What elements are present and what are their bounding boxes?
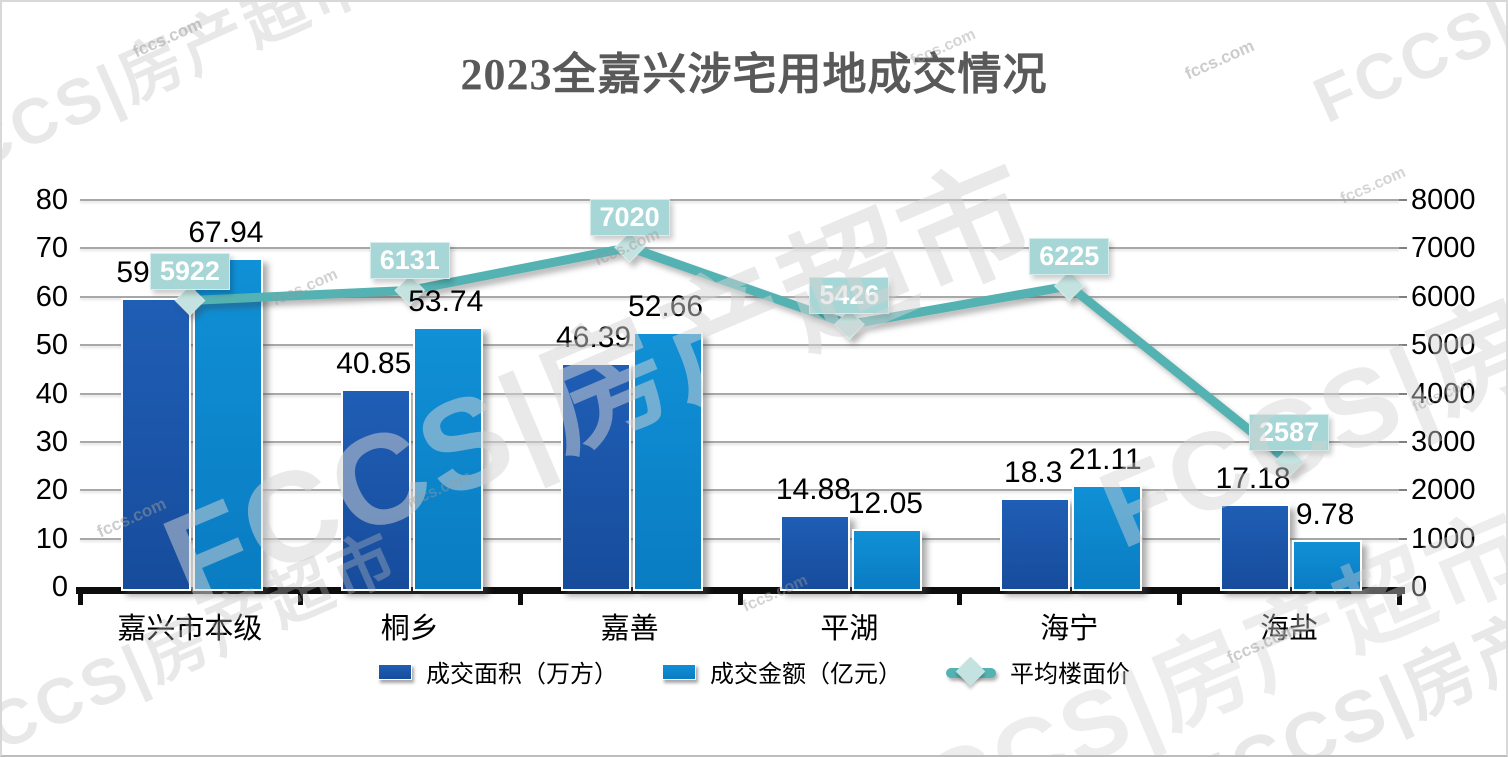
bar-1-1 <box>412 327 483 591</box>
left-axis-tick-label: 40 <box>35 377 68 410</box>
left-axis-tick-label: 70 <box>35 232 68 265</box>
gridline <box>80 247 1399 250</box>
legend-item-amount: 成交金额（亿元） <box>662 654 902 689</box>
left-axis-tick-label: 0 <box>51 571 68 603</box>
diamond-marker-icon <box>955 656 986 686</box>
right-axis-tick <box>1399 295 1407 298</box>
x-axis-tick <box>737 592 743 605</box>
right-axis-tick <box>1399 537 1407 540</box>
bar-0-2 <box>560 362 631 591</box>
category-label: 嘉善 <box>600 613 659 645</box>
legend-label-price: 平均楼面价 <box>1010 662 1130 688</box>
legend-label-amount: 成交金额（亿元） <box>710 662 902 688</box>
gridline <box>80 344 1399 347</box>
x-axis-tick <box>1397 592 1402 605</box>
gridline <box>80 489 1399 492</box>
x-axis-tick <box>1177 592 1183 605</box>
average-price-line <box>185 242 1294 467</box>
x-axis-tick <box>297 592 303 605</box>
line-marker-diamond-icon <box>174 284 206 317</box>
line-marker-diamond-icon <box>1053 270 1085 302</box>
right-axis-tick <box>1399 392 1407 395</box>
line-marker-diamond-icon <box>833 308 866 341</box>
right-axis-tick-label: 1000 <box>1411 522 1476 555</box>
left-axis-tick-label: 60 <box>35 280 68 313</box>
legend: 成交面积（万方） 成交金额（亿元） 平均楼面价 <box>2 654 1506 689</box>
bar-value-label: 17.18 <box>1215 461 1291 495</box>
category-label: 嘉兴市本级 <box>117 613 263 645</box>
bar-value-label: 46.39 <box>556 320 632 354</box>
line-value-label: 6225 <box>1029 237 1110 275</box>
chart-title: 2023全嘉兴涉宅用地成交情况 <box>460 50 1048 99</box>
left-axis-tick-label: 50 <box>35 329 68 362</box>
line-value-label: 6131 <box>369 242 450 280</box>
legend-label-area: 成交面积（万方） <box>426 662 618 688</box>
line-marker-diamond-icon <box>1273 446 1305 478</box>
bar-1-2 <box>632 332 703 591</box>
right-axis-tick-label: 2000 <box>1411 474 1476 507</box>
left-axis-tick-label: 30 <box>35 425 68 458</box>
line-value-label: 5426 <box>809 276 890 314</box>
left-axis-tick-label: 10 <box>35 522 68 555</box>
category-label: 海宁 <box>1040 613 1099 645</box>
line-marker-diamond-icon <box>394 274 426 307</box>
right-axis-tick <box>1399 247 1407 250</box>
bar-value-label: 53.74 <box>408 285 484 319</box>
bar-0-4 <box>1000 498 1071 591</box>
bar-0-5 <box>1220 503 1291 591</box>
bar-value-label: 21.11 <box>1068 442 1142 476</box>
bar-1-3 <box>852 528 923 591</box>
line-value-label: 2587 <box>1249 413 1330 451</box>
bar-1-4 <box>1072 484 1143 591</box>
bar-0-1 <box>340 389 411 591</box>
category-label: 平湖 <box>820 613 879 645</box>
right-axis-tick-label: 8000 <box>1411 184 1476 216</box>
right-axis-tick-label: 5000 <box>1411 329 1476 362</box>
bar-value-label: 9.78 <box>1295 497 1355 531</box>
price-line-swatch-icon <box>946 656 996 686</box>
line-value-label: 5922 <box>149 252 230 290</box>
x-axis-tick <box>78 592 83 605</box>
line-marker-diamond-icon <box>613 231 646 264</box>
right-axis-tick-label: 3000 <box>1411 425 1476 458</box>
category-label: 桐乡 <box>380 613 439 645</box>
right-axis-tick-label: 6000 <box>1411 280 1476 313</box>
right-axis-tick-label: 7000 <box>1411 232 1476 265</box>
gridline <box>80 537 1399 540</box>
bar-value-label: 14.88 <box>775 473 851 507</box>
x-axis-tick <box>517 592 523 605</box>
right-axis-tick <box>1399 199 1407 201</box>
x-axis-tick <box>957 592 963 605</box>
gridline <box>80 392 1399 395</box>
left-axis-tick-label: 80 <box>35 184 68 216</box>
bar-0-0 <box>120 297 191 591</box>
area-series-swatch-icon <box>378 663 412 680</box>
right-axis-tick-label: 4000 <box>1411 377 1476 410</box>
bar-value-label: 12.05 <box>847 486 923 520</box>
legend-item-price: 平均楼面价 <box>946 654 1130 689</box>
bar-value-label: 67.94 <box>188 216 264 250</box>
x-axis-line <box>76 587 1405 594</box>
gridline <box>80 199 1399 201</box>
left-axis-tick-label: 20 <box>35 474 68 507</box>
bar-1-5 <box>1292 539 1363 591</box>
right-axis-tick <box>1399 489 1407 492</box>
right-axis-tick-label: 0 <box>1411 571 1428 603</box>
bar-value-label: 18.3 <box>1004 456 1063 490</box>
bar-value-label: 52.66 <box>628 290 704 324</box>
bar-value-label: 40.85 <box>336 347 412 381</box>
legend-item-area: 成交面积（万方） <box>378 654 618 689</box>
amount-series-swatch-icon <box>662 663 696 680</box>
category-label: 海盐 <box>1260 613 1319 645</box>
gridline <box>80 440 1399 443</box>
right-axis-tick <box>1399 344 1407 347</box>
gridline <box>80 295 1399 298</box>
right-axis-tick <box>1399 440 1407 443</box>
bar-0-3 <box>780 515 851 591</box>
line-value-label: 7020 <box>589 199 670 237</box>
